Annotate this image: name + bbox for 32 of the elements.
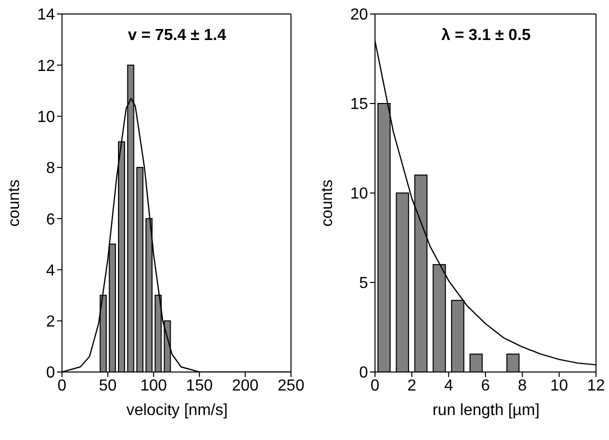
y-tick-label: 14 (37, 6, 56, 24)
y-tick-label: 5 (359, 275, 368, 292)
x-tick-label: 250 (278, 377, 304, 394)
y-axis-title: counts (6, 178, 24, 229)
x-axis-title: velocity [nm/s] (125, 402, 229, 420)
y-axis-title: counts (319, 178, 337, 229)
x-tick-label: 0 (58, 377, 67, 394)
x-tick-label: 200 (232, 377, 259, 394)
y-tick-label: 0 (359, 364, 368, 382)
y-tick-label: 0 (46, 364, 56, 382)
y-tick-label: 20 (350, 6, 368, 24)
text: v = 75.4 ± 1.4 (126, 27, 228, 45)
y-tick-label: 2 (46, 314, 56, 331)
x-axis-title: run length [µm] (431, 402, 541, 420)
x-tick-label: 10 (550, 377, 568, 394)
y-tick-label: 12 (37, 58, 56, 75)
y-tick-label: 8 (46, 160, 56, 178)
x-tick-label: 4 (444, 377, 454, 394)
x-tick-label: 6 (481, 377, 490, 394)
x-tick-label: 12 (587, 377, 605, 394)
x-tick-label: 100 (140, 377, 168, 394)
x-tick-label: 150 (186, 377, 213, 394)
y-tick-label: 4 (46, 262, 56, 280)
x-tick-label: 0 (370, 377, 380, 394)
x-tick-label: 2 (407, 377, 416, 394)
text: λ = 3.1 ± 0.5 (440, 27, 532, 45)
y-tick-label: 15 (350, 96, 368, 114)
x-tick-label: 8 (518, 377, 527, 394)
y-tick-label: 10 (37, 108, 56, 126)
y-tick-label: 6 (46, 211, 56, 228)
y-tick-label: 10 (350, 186, 368, 203)
x-tick-label: 50 (98, 377, 117, 394)
